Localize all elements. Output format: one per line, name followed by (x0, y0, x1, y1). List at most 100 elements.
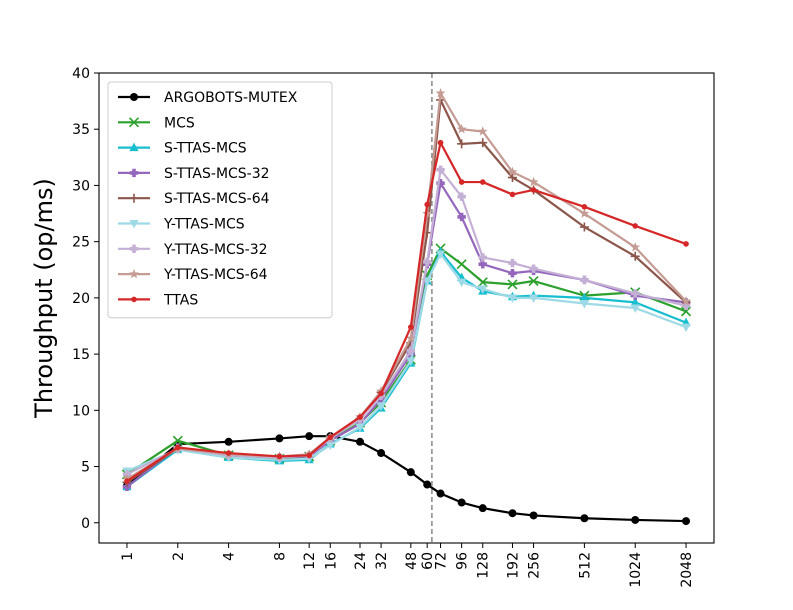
point-argobots-mutex-15 (580, 514, 589, 523)
point-y-ttas-mcs-10 (435, 250, 446, 260)
point-ttas-10 (437, 139, 444, 146)
point-ttas-17 (683, 241, 689, 247)
point-ttas-3 (276, 453, 283, 460)
legend-label-y-ttas-mcs: Y-TTAS-MCS (163, 217, 245, 233)
legend-marker-s-ttas-mcs-64 (129, 193, 139, 203)
legend-entry-y-ttas-mcs: Y-TTAS-MCS (118, 217, 245, 233)
point-s-ttas-mcs-64-16 (630, 251, 640, 261)
point-mcs-13 (507, 279, 518, 290)
y-tick-label-5: 5 (81, 460, 90, 476)
x-tick-label-8: 8 (272, 552, 288, 561)
point-mcs-17 (680, 306, 692, 317)
point-ttas-9 (424, 201, 430, 208)
point-argobots-mutex-3 (275, 434, 284, 443)
point-y-ttas-mcs-64-11 (456, 124, 467, 134)
point-argobots-mutex-7 (377, 449, 386, 458)
x-tick-label-256: 256 (527, 552, 543, 579)
x-tick-label-48: 48 (404, 552, 420, 570)
point-argobots-mutex-14 (529, 511, 538, 520)
point-y-ttas-mcs-64-17 (681, 296, 691, 306)
legend-entry-s-ttas-mcs-32: S-TTAS-MCS-32 (118, 166, 270, 182)
series-line-argobots-mutex (126, 435, 687, 523)
legend: ARGOBOTS-MUTEX MCS S-TTAS-MCS S-TTAS-MCS-32… (107, 81, 333, 319)
point-ttas-0 (124, 478, 130, 484)
point-y-ttas-mcs-13 (507, 294, 518, 303)
series-argobots-mutex (122, 432, 691, 526)
x-tick-label-16: 16 (323, 552, 339, 570)
point-y-ttas-mcs-8 (406, 357, 416, 366)
point-y-ttas-mcs-6 (355, 423, 365, 433)
point-ttas-4 (306, 452, 312, 459)
point-s-ttas-mcs-32-11 (457, 212, 466, 222)
point-mcs-11 (456, 259, 467, 270)
point-y-ttas-mcs-32-9 (422, 257, 432, 267)
point-ttas-14 (530, 187, 537, 193)
point-ttas-5 (327, 434, 334, 441)
point-ttas-12 (479, 179, 486, 185)
x-tick-label-1024: 1024 (628, 552, 644, 588)
point-s-ttas-mcs-64-11 (457, 139, 467, 149)
point-y-ttas-mcs-15 (579, 300, 589, 309)
point-y-ttas-mcs-7 (376, 402, 386, 411)
point-s-ttas-mcs-32-12 (478, 259, 487, 269)
point-ttas-16 (632, 223, 639, 229)
point-s-ttas-mcs-32-13 (508, 268, 517, 278)
point-y-ttas-mcs-64-15 (579, 208, 590, 218)
legend-box (107, 81, 333, 319)
x-tick-label-32: 32 (374, 552, 390, 570)
point-ttas-13 (509, 191, 516, 198)
legend-marker-mcs (128, 117, 140, 128)
point-argobots-mutex-9 (423, 480, 432, 489)
legend-label-argobots-mutex: ARGOBOTS-MUTEX (164, 90, 298, 106)
point-argobots-mutex-12 (478, 504, 487, 513)
x-tick-label-72: 72 (434, 552, 450, 570)
x-tick-label-60: 60 (420, 552, 436, 570)
legend-label-mcs: MCS (164, 115, 195, 131)
legend-label-s-ttas-mcs-32: S-TTAS-MCS-32 (164, 166, 270, 182)
point-s-ttas-mcs-64-12 (478, 138, 488, 148)
x-tick-label-192: 192 (505, 552, 521, 579)
point-s-ttas-mcs-16 (630, 297, 640, 306)
y-tick-label-30: 30 (72, 178, 90, 194)
x-tick-label-2: 2 (171, 552, 187, 561)
series-line-y-ttas-mcs-32 (126, 168, 687, 476)
point-y-ttas-mcs-32-13 (508, 258, 517, 268)
x-tick-label-1: 1 (120, 552, 136, 561)
y-tick-label-25: 25 (72, 235, 90, 251)
point-y-ttas-mcs-64-13 (507, 166, 518, 177)
point-argobots-mutex-10 (436, 489, 445, 498)
point-ttas-6 (357, 414, 363, 420)
point-mcs-1 (172, 435, 183, 446)
y-axis-title: Throughput (op/ms) (30, 178, 58, 419)
point-s-ttas-mcs-64-13 (507, 173, 517, 183)
legend-label-y-ttas-mcs-64: Y-TTAS-MCS-64 (163, 267, 268, 283)
point-y-ttas-mcs-14 (528, 294, 539, 303)
point-argobots-mutex-6 (355, 437, 364, 446)
legend-entry-mcs: MCS (118, 115, 195, 131)
point-argobots-mutex-2 (224, 437, 233, 446)
legend-marker-argobots-mutex (130, 93, 138, 101)
y-tick-label-40: 40 (72, 66, 90, 82)
series-line-ttas (126, 141, 687, 483)
x-tick-label-12: 12 (302, 552, 318, 570)
point-y-ttas-mcs-11 (457, 278, 467, 288)
legend-entry-s-ttas-mcs-64: S-TTAS-MCS-64 (118, 191, 270, 207)
point-y-ttas-mcs-12 (478, 285, 488, 294)
point-y-ttas-mcs-64-9 (422, 208, 433, 218)
point-y-ttas-mcs-32-12 (478, 253, 487, 262)
point-argobots-mutex-11 (457, 498, 466, 507)
x-tick-label-128: 128 (476, 552, 492, 579)
legend-marker-s-ttas-mcs (129, 142, 139, 152)
point-y-ttas-mcs-32-8 (406, 346, 416, 355)
point-ttas-11 (458, 179, 465, 185)
point-y-ttas-mcs-64-8 (405, 333, 416, 343)
point-ttas-7 (378, 390, 384, 397)
point-y-ttas-mcs-64-10 (435, 88, 446, 98)
legend-label-ttas: TTAS (163, 292, 198, 308)
legend-entry-argobots-mutex: ARGOBOTS-MUTEX (118, 90, 298, 106)
x-tick-label-2048: 2048 (679, 552, 695, 588)
legend-entry-y-ttas-mcs-32: Y-TTAS-MCS-32 (118, 242, 268, 258)
legend-marker-y-ttas-mcs-64 (129, 268, 139, 279)
